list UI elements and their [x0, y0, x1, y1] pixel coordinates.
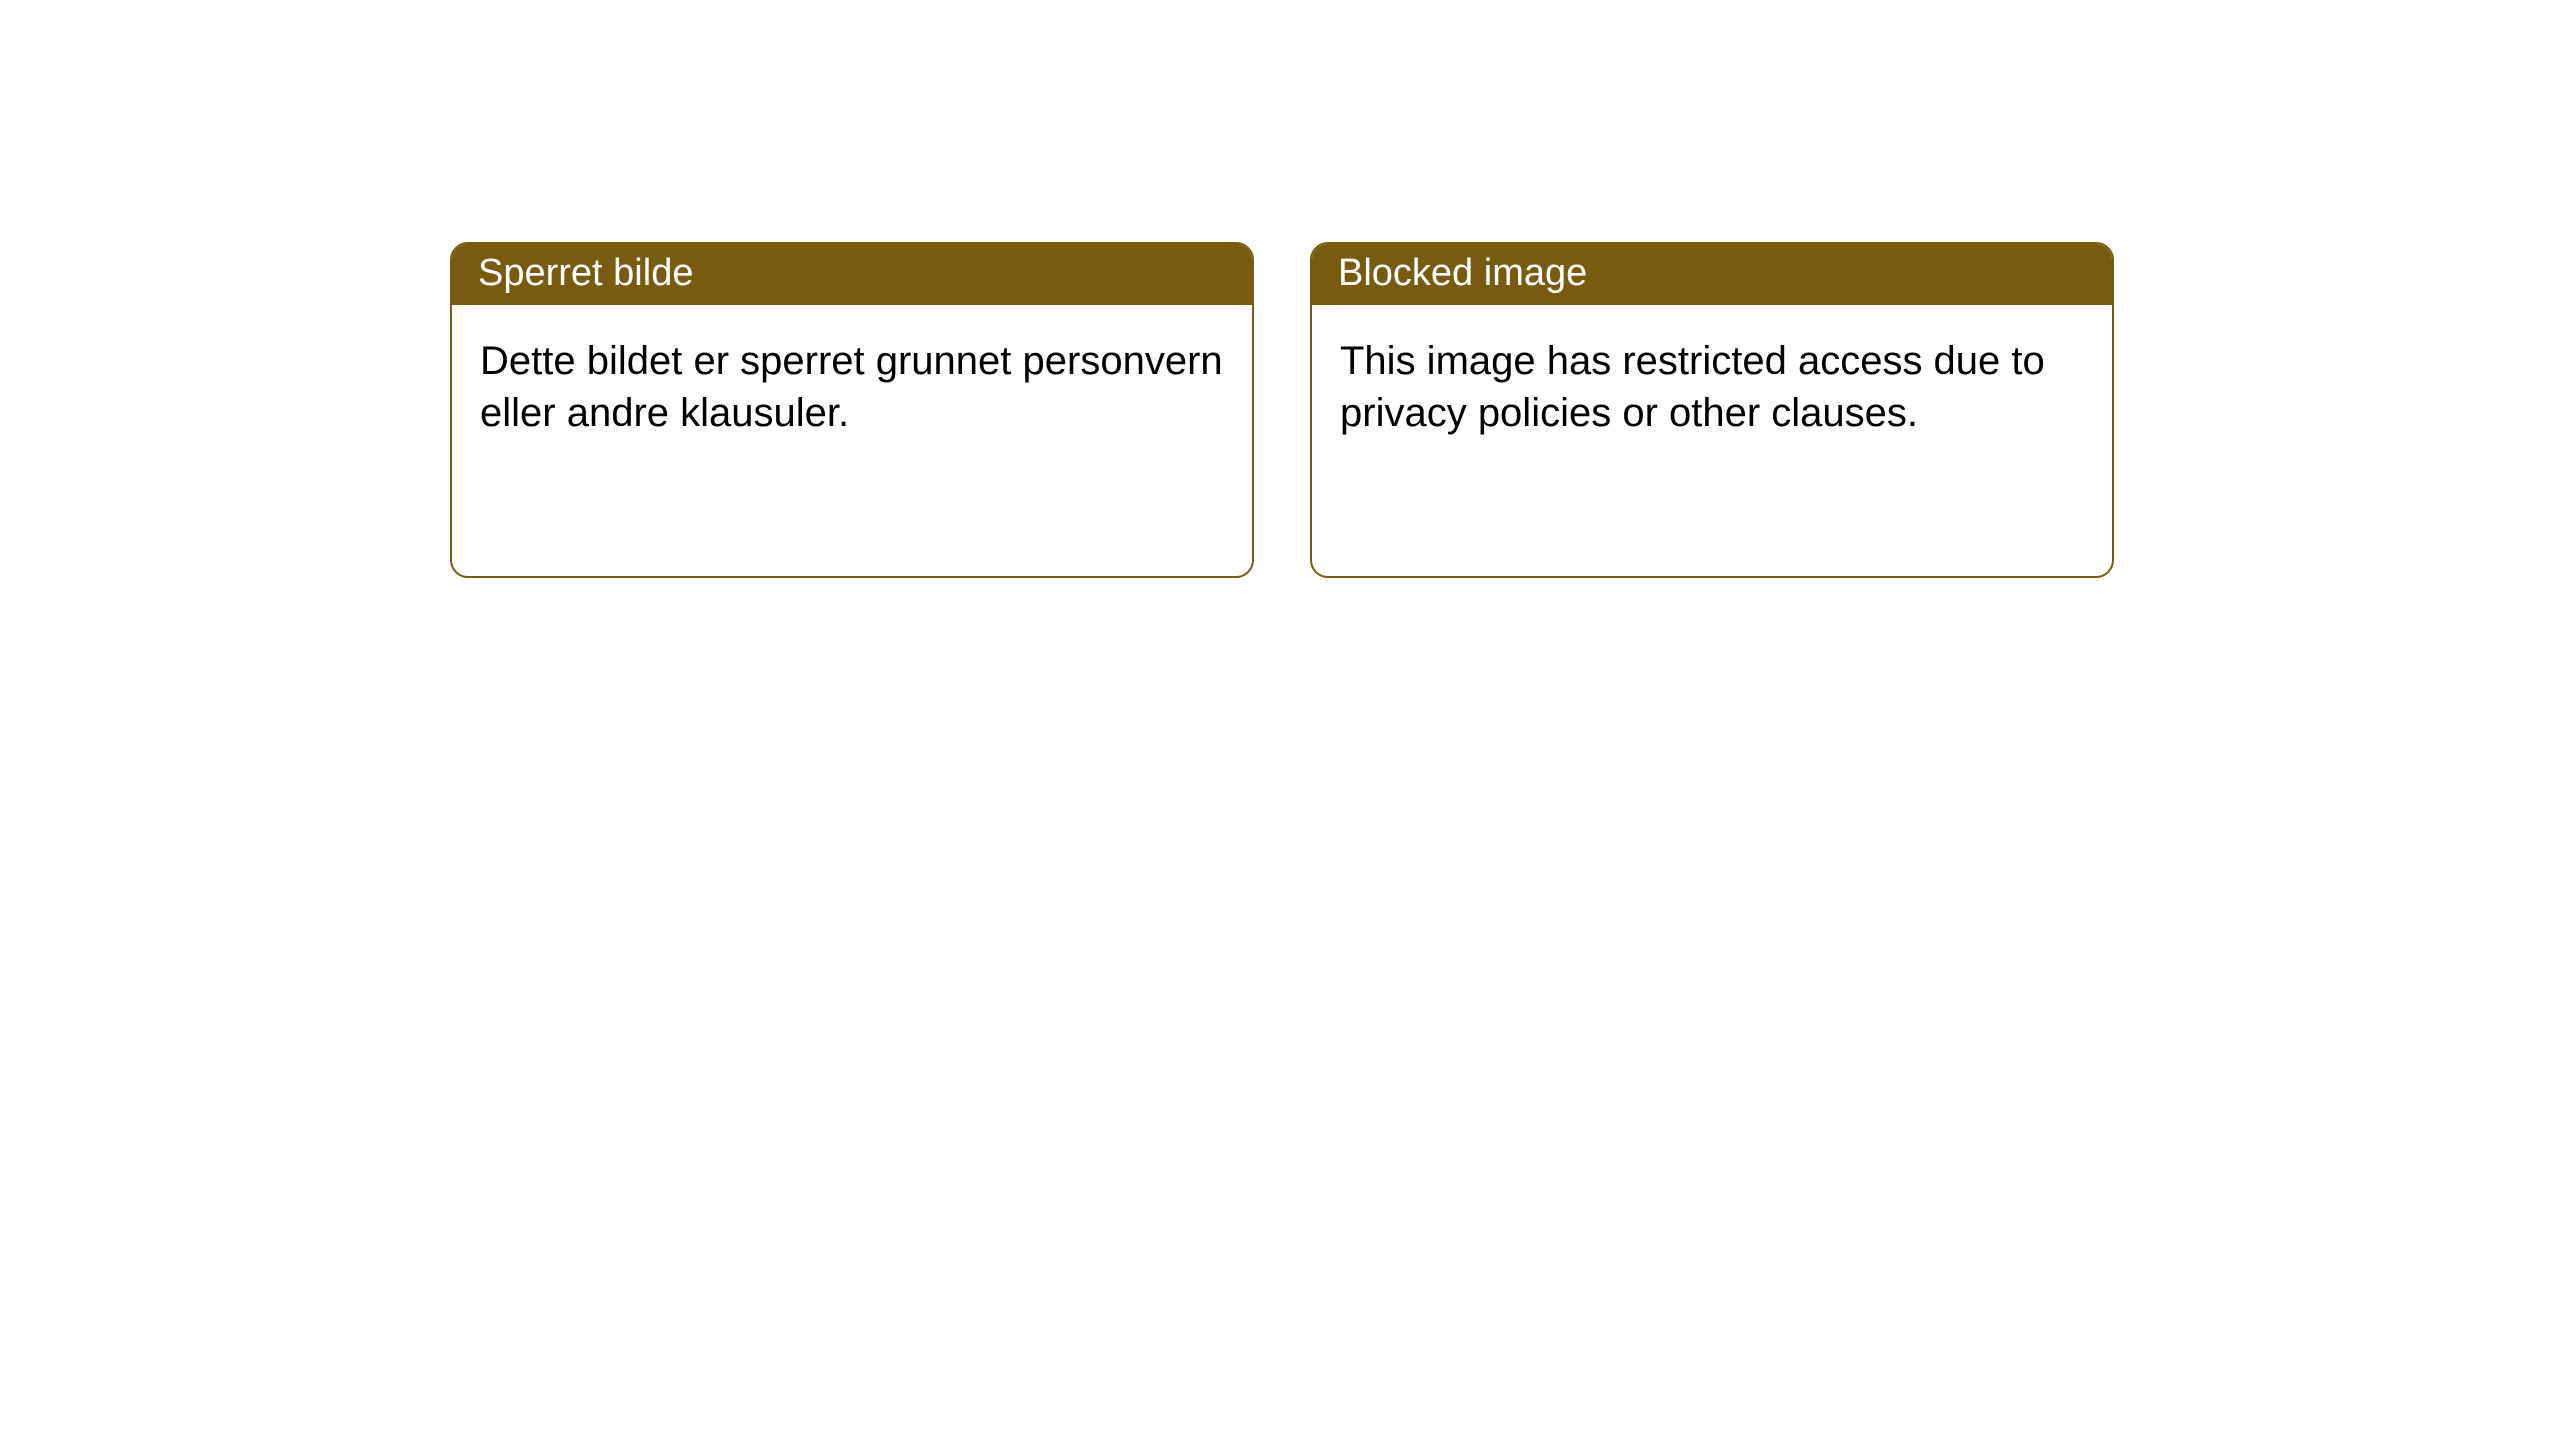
- blocked-image-card-en: Blocked image This image has restricted …: [1310, 242, 2114, 578]
- blocked-image-card-no: Sperret bilde Dette bildet er sperret gr…: [450, 242, 1254, 578]
- notice-cards-container: Sperret bilde Dette bildet er sperret gr…: [450, 242, 2114, 578]
- card-header-en: Blocked image: [1312, 244, 2112, 305]
- card-body-en: This image has restricted access due to …: [1312, 305, 2112, 469]
- card-header-no: Sperret bilde: [452, 244, 1252, 305]
- card-body-no: Dette bildet er sperret grunnet personve…: [452, 305, 1252, 469]
